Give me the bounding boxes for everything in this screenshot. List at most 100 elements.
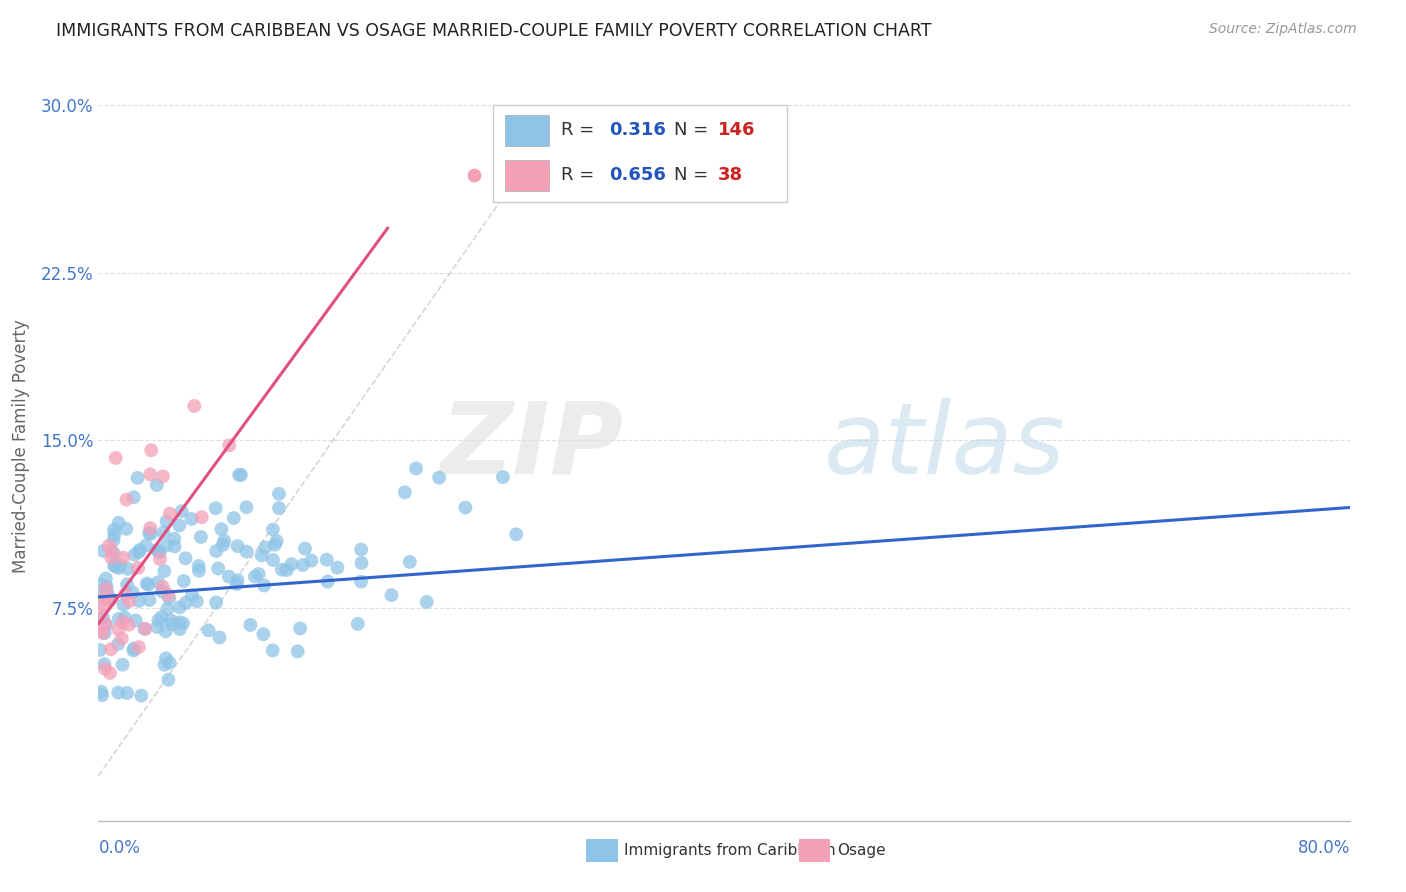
Point	[122, 641, 145, 656]
Point	[152, 469, 174, 483]
Point	[112, 550, 135, 565]
Point	[187, 559, 209, 574]
Point	[91, 610, 114, 624]
Point	[150, 584, 173, 599]
Point	[294, 541, 316, 556]
Point	[94, 662, 117, 676]
Point	[94, 582, 117, 596]
Point	[326, 560, 349, 574]
Point	[103, 527, 125, 541]
Point	[89, 622, 111, 636]
Point	[492, 470, 515, 484]
Point	[134, 622, 156, 636]
Point	[91, 688, 114, 702]
Point	[148, 613, 170, 627]
Point	[89, 577, 111, 591]
Point	[98, 594, 121, 608]
Text: Immigrants from Caribbean: Immigrants from Caribbean	[624, 843, 835, 858]
Point	[148, 545, 170, 559]
Point	[228, 467, 250, 482]
Point	[96, 618, 118, 632]
Text: N =: N =	[673, 120, 714, 139]
Point	[150, 610, 173, 624]
Point	[94, 572, 117, 586]
Point	[454, 500, 477, 515]
Point	[115, 686, 138, 700]
Point	[128, 594, 150, 608]
Point	[252, 627, 274, 641]
Point	[218, 569, 240, 583]
Point	[118, 594, 141, 608]
Point	[103, 533, 125, 548]
Point	[250, 549, 273, 563]
Point	[226, 573, 249, 587]
Text: 38: 38	[718, 166, 742, 184]
Text: 0.0%: 0.0%	[98, 838, 141, 856]
Point	[139, 526, 162, 541]
Point	[153, 657, 176, 672]
Point	[90, 684, 112, 698]
Point	[505, 527, 527, 541]
Point	[94, 616, 117, 631]
Y-axis label: Married-Couple Family Poverty: Married-Couple Family Poverty	[11, 319, 30, 573]
Point	[146, 575, 169, 590]
Point	[103, 523, 125, 537]
Point	[350, 556, 373, 570]
Point	[247, 567, 270, 582]
Point	[107, 637, 129, 651]
Point	[104, 450, 127, 465]
Point	[91, 588, 114, 602]
Point	[127, 471, 149, 485]
Point	[128, 640, 150, 654]
Point	[163, 532, 186, 546]
Point	[235, 500, 257, 515]
Point	[152, 525, 174, 540]
Point	[122, 643, 145, 657]
Point	[114, 610, 136, 624]
Point	[415, 595, 437, 609]
Point	[93, 599, 115, 613]
Point	[103, 546, 125, 560]
Point	[218, 438, 240, 452]
Text: 0.316: 0.316	[609, 120, 666, 139]
Point	[118, 617, 141, 632]
Text: R =: R =	[561, 120, 600, 139]
Point	[138, 593, 160, 607]
Point	[174, 596, 197, 610]
Text: atlas: atlas	[824, 398, 1066, 494]
Text: IMMIGRANTS FROM CARIBBEAN VS OSAGE MARRIED-COUPLE FAMILY POVERTY CORRELATION CHA: IMMIGRANTS FROM CARIBBEAN VS OSAGE MARRI…	[56, 22, 932, 40]
Point	[291, 558, 314, 572]
FancyBboxPatch shape	[505, 160, 548, 191]
Point	[299, 553, 322, 567]
Point	[173, 574, 195, 588]
Point	[135, 576, 157, 591]
Point	[111, 657, 134, 672]
Point	[264, 538, 287, 552]
Point	[100, 592, 122, 607]
Point	[124, 548, 146, 562]
Point	[174, 551, 197, 566]
Point	[115, 492, 138, 507]
Point	[128, 545, 150, 559]
Point	[98, 591, 121, 605]
Point	[91, 592, 114, 607]
Text: 0.656: 0.656	[609, 166, 666, 184]
Point	[148, 545, 170, 559]
Point	[169, 518, 191, 533]
Point	[89, 643, 111, 657]
Point	[93, 626, 115, 640]
Point	[190, 530, 212, 544]
Point	[180, 512, 202, 526]
Point	[243, 569, 266, 583]
Point	[287, 644, 309, 658]
Point	[159, 656, 181, 670]
Point	[97, 539, 120, 553]
Point	[96, 580, 118, 594]
Point	[350, 542, 373, 557]
Point	[239, 618, 262, 632]
Point	[100, 642, 122, 657]
Point	[98, 665, 121, 680]
Point	[280, 557, 302, 571]
Point	[117, 562, 139, 576]
Point	[197, 624, 219, 638]
